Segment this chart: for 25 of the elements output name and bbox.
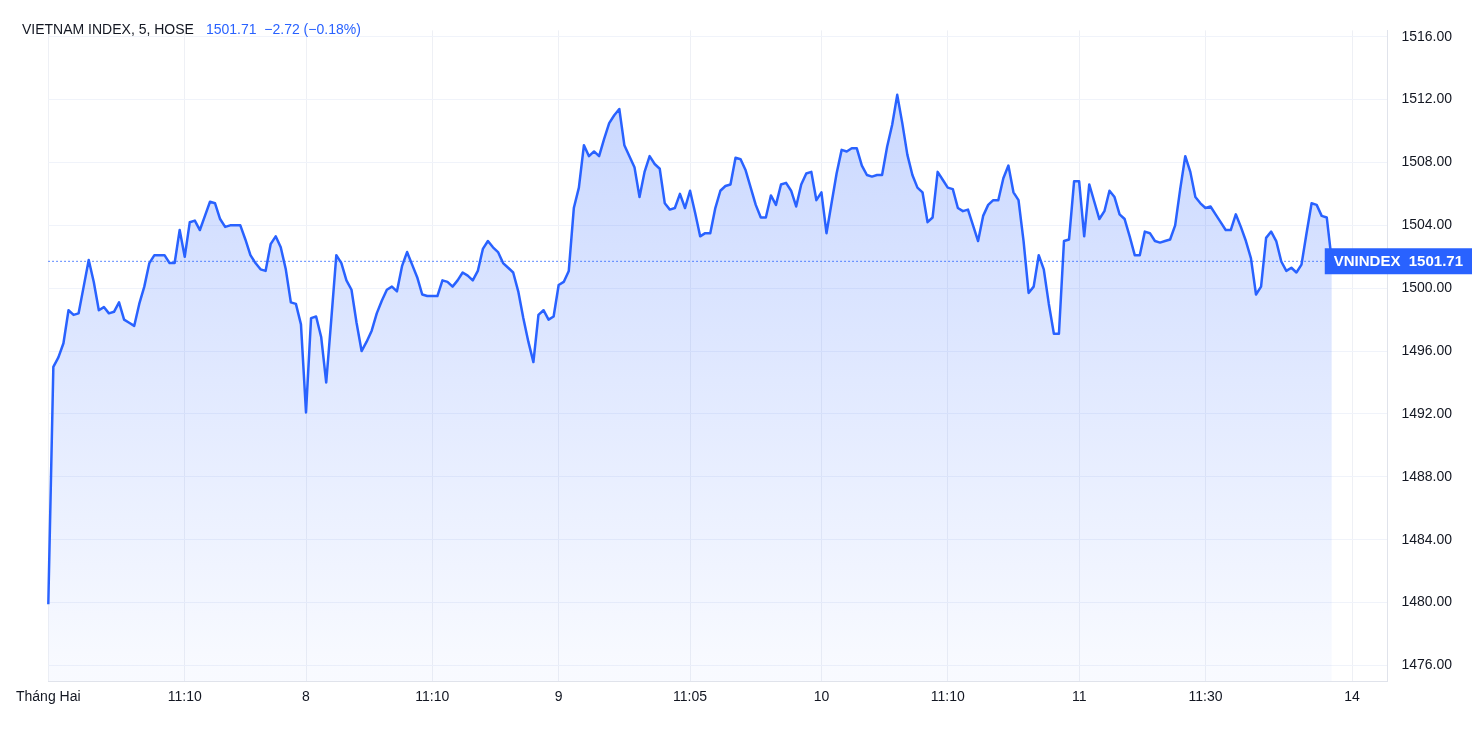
y-tick-label: 1488.00: [1401, 467, 1453, 484]
x-tick-label: 8: [302, 688, 311, 705]
x-tick-label: 9: [554, 688, 563, 705]
x-tick-label: 11:05: [673, 688, 708, 705]
x-tick-label: Tháng Hai: [16, 688, 81, 705]
y-tick-label: 1476.00: [1401, 656, 1453, 673]
y-tick-label: 1516.00: [1401, 27, 1453, 44]
ref-line-label: VNINDEX 1501.71: [1333, 252, 1464, 270]
x-tick-label: 11:10: [930, 688, 965, 705]
x-tick-label: 10: [813, 688, 830, 705]
x-tick-label: 11: [1071, 688, 1087, 705]
y-tick-label: 1508.00: [1401, 153, 1453, 170]
chart-title: VIETNAM INDEX, 5, HOSE: [22, 20, 194, 37]
y-tick-label: 1504.00: [1401, 216, 1453, 233]
y-tick-label: 1492.00: [1401, 404, 1453, 421]
y-tick-label: 1484.00: [1401, 530, 1453, 547]
y-tick-label: 1480.00: [1401, 593, 1453, 610]
x-tick-label: 14: [1344, 688, 1361, 705]
y-tick-label: 1500.00: [1401, 279, 1453, 296]
x-tick-label: 11:30: [1188, 688, 1223, 705]
x-tick-label: 11:10: [167, 688, 202, 705]
chart-subtitle: 1501.71 −2.72 (−0.18%): [205, 20, 361, 37]
y-tick-label: 1512.00: [1401, 90, 1453, 107]
x-tick-label: 11:10: [415, 688, 450, 705]
y-tick-label: 1496.00: [1401, 341, 1453, 358]
